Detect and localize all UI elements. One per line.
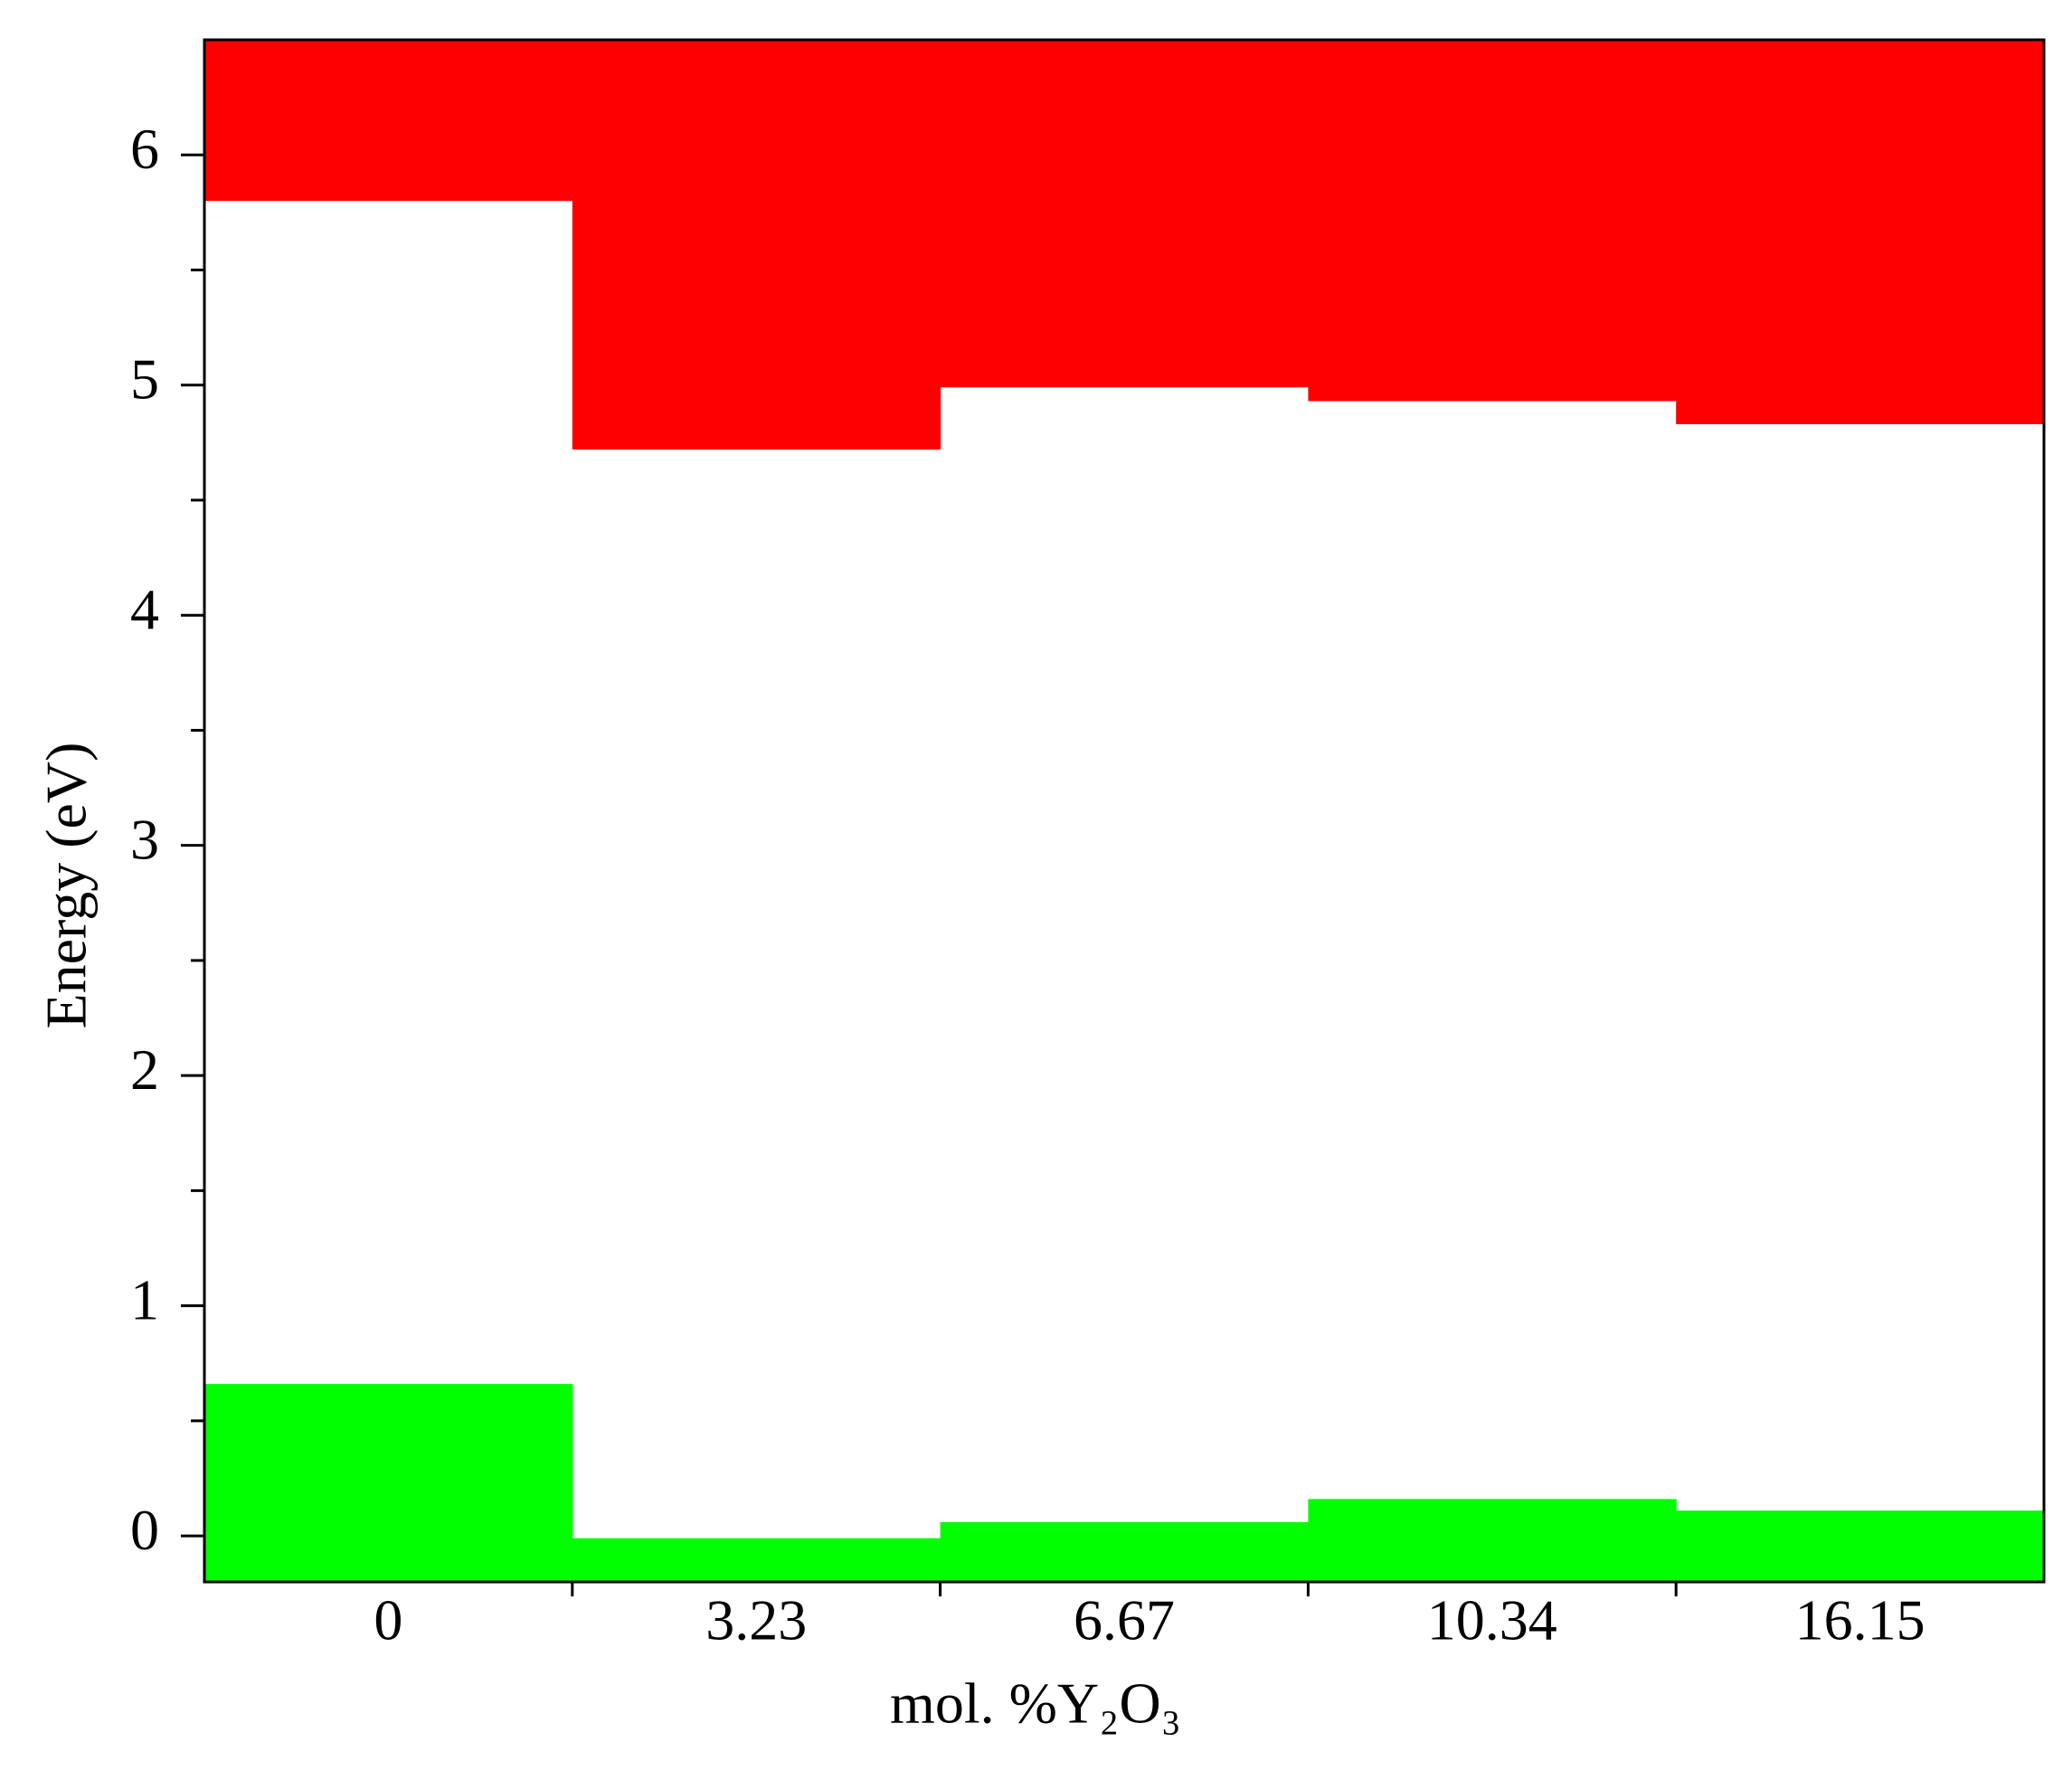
x-tick-label: 16.15 <box>1795 1588 1925 1652</box>
x-tick-label: 0 <box>374 1588 402 1652</box>
band-bar <box>1676 1510 2045 1582</box>
y-axis-label: Energy (eV) <box>34 743 99 1029</box>
band-bar <box>204 40 573 202</box>
band-bar <box>1308 40 1677 402</box>
plot-frame <box>203 38 2046 1584</box>
band-bar <box>572 40 941 450</box>
x-tick-label: 3.23 <box>705 1588 807 1652</box>
x-axis-label: mol. %Y₂O₃ <box>890 1671 1181 1736</box>
y-tick-label: 5 <box>130 346 159 411</box>
band-bar <box>940 40 1309 388</box>
y-tick-label: 1 <box>130 1267 159 1331</box>
band-bar <box>1676 40 2045 424</box>
y-tick-label: 4 <box>130 577 159 641</box>
y-tick-label: 3 <box>130 807 159 871</box>
y-tick-label: 0 <box>130 1498 159 1562</box>
band-bar <box>204 1384 573 1582</box>
band-bar <box>572 1538 941 1582</box>
y-tick-label: 6 <box>130 117 159 181</box>
y-tick-label: 2 <box>130 1037 159 1102</box>
x-tick-label: 6.67 <box>1074 1588 1175 1652</box>
x-tick-label: 10.34 <box>1427 1588 1557 1652</box>
band-bar <box>940 1521 1309 1582</box>
band-bar <box>1308 1499 1677 1582</box>
